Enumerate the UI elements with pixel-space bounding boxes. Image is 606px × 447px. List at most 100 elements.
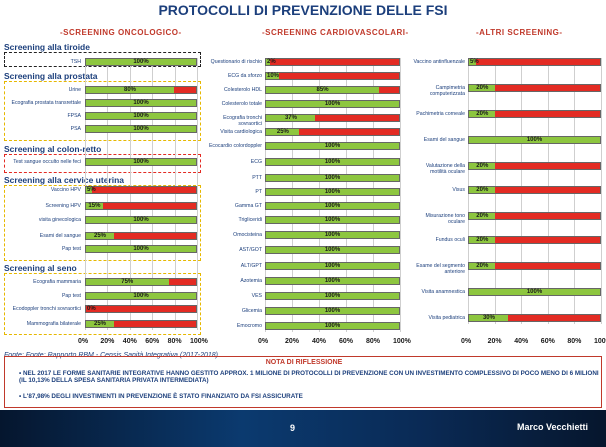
category-label: Campimetria computerizzata [429,85,465,97]
tick-label: 20% [487,338,502,345]
gridline-0-5 [197,58,198,330]
category-label: visita ginecologica [38,217,81,223]
category-label: Vaccino antinfluenzale [413,59,465,65]
bar-value-label: 0% [87,306,96,312]
bar-fill [86,187,92,193]
bar-row: 30% [468,314,601,322]
category-label: ALT/GPT [240,263,262,269]
bar-row: 2% [265,58,400,66]
bar-row: 85% [265,86,400,94]
bar-row: 100% [85,158,197,166]
gridline-0-0 [85,58,86,330]
category-label: ECG da sforzo [227,73,262,79]
category-label: Trigliceridi [238,217,262,223]
category-label: Esami del sangue [423,137,465,143]
category-label: Ecografia tronchi sovraortici [223,115,262,127]
bar-value-label: 100% [133,100,149,106]
bar-row: 100% [265,322,400,330]
category-label: Screening HPV [45,203,81,209]
category-label: Pap test [61,293,81,299]
tick-label: 80% [167,338,182,345]
bar-fill [266,115,316,121]
bar-fill [266,143,399,149]
tick-label: 100% [393,338,411,345]
bar-row: 100% [85,99,197,107]
section-tiroide: Screening alla tiroide [4,42,90,52]
bar-row: 100% [85,216,197,224]
tick-label: 60% [145,338,160,345]
bar-value-label: 25% [94,233,107,239]
bar-fill [266,308,399,314]
bar-fill [266,278,399,284]
bar-row: 5% [85,186,197,194]
bar-fill [266,87,380,93]
bar-fill [86,293,196,299]
bar-value-label: 100% [324,232,341,238]
tick-label: 60% [339,338,354,345]
bar-value-label: 100% [324,247,341,253]
bar-value-label: 20% [476,111,489,117]
tick-label: 0% [461,338,472,345]
bar-value-label: 100% [324,308,341,314]
author-name: Marco Vecchietti [516,422,588,432]
bar-row: 100% [468,136,601,144]
bar-fill [266,73,280,79]
category-label: Visita anamnestica [421,289,465,295]
category-label: Mammografia bilaterale [26,321,81,327]
bar-row: 100% [265,277,400,285]
footer-bar [0,410,606,447]
category-label: Gamma GT [234,203,262,209]
bar-value-label: 75% [121,279,134,285]
bar-row: 10% [265,72,400,80]
category-label: AST/GOT [239,247,262,253]
bar-row: 100% [265,174,400,182]
group-box-prostata [4,81,201,141]
bar-fill [469,289,600,295]
bar-fill [86,279,169,285]
bar-row: 100% [85,245,197,253]
category-label: Fundus oculi [435,237,465,243]
section-seno: Screening al seno [4,263,77,273]
gridline-1-5 [400,58,401,332]
slide-title: PROTOCOLLI DI PREVENZIONE DELLE FSI [158,2,448,18]
category-label: Visita pediatrica [428,315,465,321]
section-colon: Screening al colon-retto [4,144,102,154]
bar-value-label: 100% [133,159,149,165]
bar-value-label: 100% [324,189,341,195]
category-label: Valutazione della motilità oculare [425,163,465,175]
bar-row: 20% [468,84,601,92]
tick-label: 0% [78,338,89,345]
bar-fill [469,187,496,193]
category-label: Vaccino HPV [50,187,81,193]
bar-row: 37% [265,114,400,122]
bar-value-label: 100% [526,289,543,295]
category-label: PSA [70,126,81,132]
bar-row: 100% [85,112,197,120]
group-box-seno [4,273,201,335]
bar-fill [86,59,196,65]
bar-fill [266,263,399,269]
source-note: Fonte: Fonte: Rapporto RBM - Censis Sani… [4,352,218,359]
bar-fill [86,113,196,119]
bar-value-label: 100% [324,101,341,107]
category-label: Ecocardio colordoppler [208,143,262,149]
category-label: Esami del sangue [39,233,81,239]
bar-row: 75% [85,278,197,286]
bar-row: 20% [468,186,601,194]
category-label: TSH [70,59,81,65]
bar-row: 5% [468,58,601,66]
bar-value-label: 2% [267,59,276,65]
bar-row: 20% [468,262,601,270]
bar-value-label: 100% [133,293,149,299]
note-bullet-2-text: L'87,98% DEGLI INVESTIMENTI IN PREVENZIO… [22,393,303,400]
tick-label: 20% [100,338,115,345]
category-label: Colesterolo HDL [223,87,262,93]
bar-value-label: 20% [476,237,489,243]
section-cervice: Screening alla cervice uterina [4,175,125,185]
category-label: Emocromo [236,323,262,329]
bar-value-label: 85% [316,87,329,93]
bar-row: 100% [265,142,400,150]
tick-label: 40% [312,338,327,345]
bar-fill [86,203,103,209]
bar-fill [266,175,399,181]
